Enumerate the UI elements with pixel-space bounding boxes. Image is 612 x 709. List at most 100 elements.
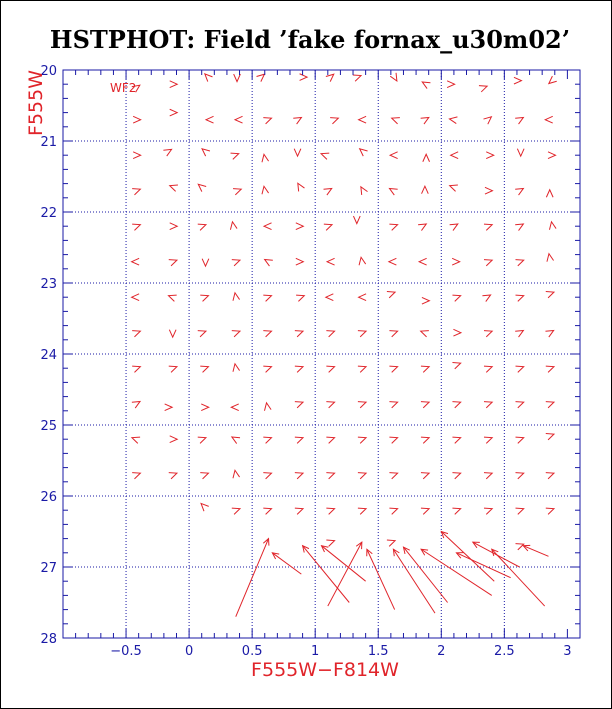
x-tick-label: 0 xyxy=(185,644,193,659)
star-marker xyxy=(201,258,210,268)
star-marker xyxy=(167,294,177,302)
star-marker xyxy=(448,116,458,124)
star-marker xyxy=(201,147,211,157)
offset-arrow-head xyxy=(440,530,449,539)
star-marker xyxy=(293,116,303,125)
star-marker xyxy=(263,294,273,302)
star-marker xyxy=(388,151,398,160)
star-marker xyxy=(168,365,179,373)
star-marker xyxy=(294,365,305,373)
star-marker xyxy=(294,472,305,480)
star-marker xyxy=(545,329,555,338)
star-marker xyxy=(233,73,241,83)
star-marker xyxy=(297,182,305,192)
star-marker xyxy=(132,330,142,338)
offset-arrow-line xyxy=(272,552,302,575)
star-marker xyxy=(232,362,240,372)
y-tick-label: 28 xyxy=(40,632,57,647)
star-marker xyxy=(478,85,489,93)
star-marker xyxy=(545,507,556,515)
star-marker xyxy=(201,403,210,412)
offset-arrow-head xyxy=(402,546,410,555)
star-marker xyxy=(544,115,553,124)
grid-layer xyxy=(63,70,580,638)
star-marker xyxy=(294,401,305,409)
star-marker xyxy=(421,296,431,305)
star-marker xyxy=(326,472,336,480)
star-marker xyxy=(452,401,462,409)
star-marker xyxy=(204,115,214,124)
star-marker xyxy=(130,436,141,444)
star-marker xyxy=(132,223,142,231)
offset-arrow-line xyxy=(440,531,495,582)
offset-arrow-line xyxy=(235,538,270,617)
star-marker xyxy=(294,507,305,515)
star-marker xyxy=(163,148,173,157)
star-marker xyxy=(516,148,525,158)
star-marker xyxy=(168,472,179,480)
star-marker xyxy=(203,73,213,82)
offset-arrow-head xyxy=(271,552,280,560)
y-axis-label: F555W xyxy=(25,70,47,136)
offset-arrow-line xyxy=(491,548,546,607)
star-marker xyxy=(548,220,557,230)
chip-label: WF2 xyxy=(110,81,136,95)
offset-arrow-head xyxy=(355,541,363,550)
star-marker xyxy=(323,187,333,196)
star-marker xyxy=(389,401,399,409)
star-marker xyxy=(132,115,142,124)
star-marker xyxy=(197,223,208,231)
star-marker xyxy=(486,151,495,160)
offset-arrow-head xyxy=(455,552,464,559)
star-marker xyxy=(169,222,179,231)
star-marker xyxy=(515,507,525,515)
star-marker xyxy=(545,401,556,409)
star-marker xyxy=(325,73,335,82)
star-marker xyxy=(132,472,142,480)
star-marker xyxy=(168,259,179,267)
star-marker xyxy=(452,362,462,370)
star-marker xyxy=(324,293,334,302)
x-tick-label: 0.5 xyxy=(242,644,263,659)
star-marker xyxy=(263,507,273,515)
star-marker xyxy=(483,472,494,480)
star-marker xyxy=(452,472,462,480)
star-marker xyxy=(515,365,525,373)
star-marker xyxy=(357,401,368,409)
star-marker xyxy=(483,365,494,373)
star-marker xyxy=(515,223,525,231)
star-marker xyxy=(545,365,556,373)
star-marker xyxy=(545,433,556,441)
star-marker xyxy=(230,152,240,160)
star-marker xyxy=(546,252,554,262)
star-marker xyxy=(130,293,140,302)
offset-arrow-line xyxy=(327,541,363,607)
star-marker xyxy=(326,436,336,444)
x-tick-label: 2.5 xyxy=(494,644,515,659)
star-marker xyxy=(389,436,399,444)
offset-arrow-head xyxy=(366,548,373,557)
star-marker xyxy=(386,539,397,547)
star-marker xyxy=(296,294,306,302)
star-marker xyxy=(352,215,361,225)
y-tick-label: 24 xyxy=(40,348,57,363)
star-marker xyxy=(547,75,557,85)
star-marker xyxy=(389,330,399,338)
star-marker xyxy=(325,257,335,266)
offset-arrow-head xyxy=(420,548,429,556)
star-marker xyxy=(515,187,525,196)
star-marker xyxy=(452,507,462,515)
star-marker xyxy=(130,257,140,266)
star-marker xyxy=(299,73,309,81)
star-marker xyxy=(200,472,210,480)
star-marker xyxy=(357,293,367,302)
ticks-layer xyxy=(63,69,580,639)
star-marker xyxy=(263,472,273,480)
star-marker xyxy=(420,401,431,409)
star-marker xyxy=(452,436,462,444)
star-marker xyxy=(483,259,494,267)
offset-arrow-line xyxy=(302,545,350,603)
star-marker xyxy=(357,436,368,444)
star-marker xyxy=(483,401,494,409)
